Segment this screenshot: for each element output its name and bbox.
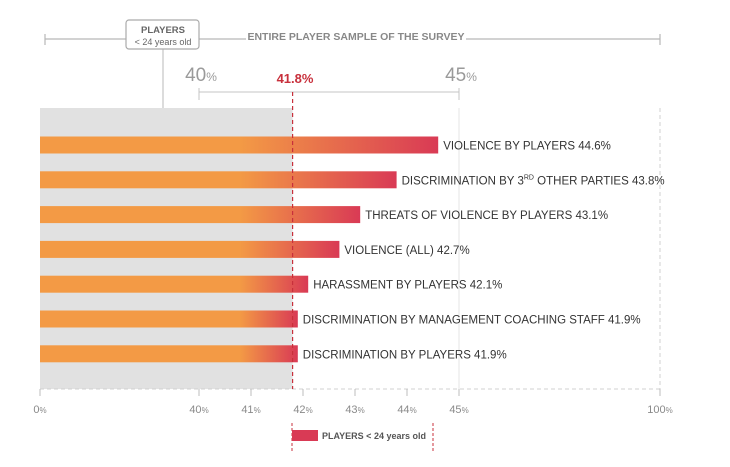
legend-label: PLAYERS < 24 years old bbox=[322, 431, 426, 441]
plot-frame bbox=[40, 108, 661, 390]
legend-swatch bbox=[292, 430, 318, 441]
bar-label-2: DISCRIMINATION BY 3RD OTHER PARTIES 43.8… bbox=[402, 174, 665, 187]
bar-6 bbox=[40, 310, 298, 328]
x-tick-label-45: 45% bbox=[449, 404, 468, 416]
bar-label-1: VIOLENCE BY PLAYERS 44.6% bbox=[443, 141, 611, 153]
x-tick-label-100: 100% bbox=[647, 404, 672, 416]
bar-7 bbox=[40, 345, 298, 363]
bar-label-5: HARASSMENT BY PLAYERS 42.1% bbox=[313, 280, 502, 292]
top-scale-label-40: 40% bbox=[185, 65, 217, 86]
x-tick-label-40: 40% bbox=[189, 404, 208, 416]
bar-label-4: VIOLENCE (ALL) 42.7% bbox=[344, 245, 469, 257]
top-scale-label-45: 45% bbox=[445, 65, 477, 86]
bar-label-3: THREATS OF VIOLENCE BY PLAYERS 43.1% bbox=[365, 210, 608, 222]
bar-4 bbox=[40, 240, 340, 258]
chart-title: ENTIRE PLAYER SAMPLE OF THE SURVEY bbox=[247, 31, 464, 43]
x-tick-label-44: 44% bbox=[397, 404, 416, 416]
bar-label-7: DISCRIMINATION BY PLAYERS 41.9% bbox=[303, 349, 507, 361]
x-tick-label-43: 43% bbox=[345, 404, 364, 416]
subgroup-box-line2: < 24 years old bbox=[135, 37, 192, 47]
subgroup-box-line1: PLAYERS bbox=[141, 25, 185, 36]
bar-2 bbox=[40, 171, 397, 189]
subgroup-box bbox=[125, 19, 200, 50]
bar-1 bbox=[40, 136, 439, 154]
legend: PLAYERS < 24 years old bbox=[291, 423, 434, 451]
bar-label-6: DISCRIMINATION BY MANAGEMENT COACHING ST… bbox=[303, 315, 641, 327]
top-scale bbox=[198, 88, 460, 100]
reference-value-label: 41.8% bbox=[277, 71, 314, 86]
x-tick-label-0: 0% bbox=[33, 404, 46, 416]
bar-3 bbox=[40, 206, 361, 224]
bar-5 bbox=[40, 275, 309, 293]
x-tick-label-41: 41% bbox=[241, 404, 260, 416]
x-tick-label-42: 42% bbox=[293, 404, 312, 416]
